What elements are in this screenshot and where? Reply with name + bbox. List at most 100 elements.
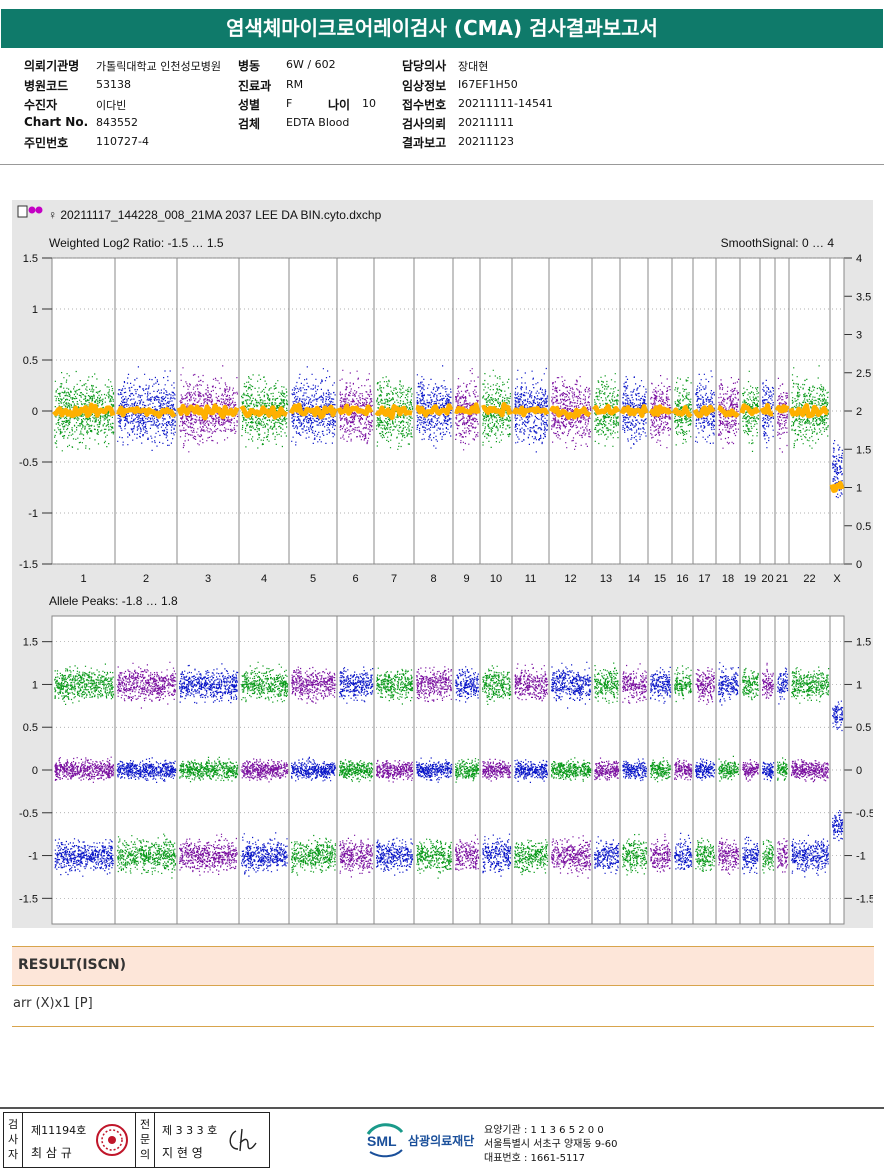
- ward-value: 6W / 602: [286, 58, 336, 71]
- x-tick-label-X: X: [833, 573, 841, 585]
- y-tick-label: 1.5: [23, 253, 38, 265]
- receipt-label: 접수번호: [402, 98, 447, 112]
- chromosome-13-band-1: [594, 757, 620, 781]
- chromosome-8-band-2: [416, 838, 453, 879]
- allele-peaks-plot: 1.5 1 0.5 0 -0.5 -1 -1.5 1.5 1 0.5 0 -0.5 -1 -1.5: [19, 615, 873, 925]
- chromosome-2-log2: [115, 366, 177, 451]
- chromosome-9-band-0: [455, 666, 479, 703]
- y2-tick-label: -1: [856, 851, 866, 863]
- log2-ratio-plot: 1.510.50-0.5-1-1.543.532.521.510.501 2 3 4 5…: [19, 253, 871, 585]
- chromosome-12-alleles: [551, 661, 592, 879]
- chromosome-13-log2: [592, 373, 621, 447]
- y2-tick-label: 2.5: [856, 368, 871, 380]
- chromosome-20-band-2: [762, 839, 775, 874]
- doctor-value: 장대현: [458, 60, 489, 73]
- chromosome-1-alleles: [54, 663, 115, 877]
- chromosome-3-alleles: [179, 663, 239, 876]
- chromosome-21-smooth: [774, 404, 790, 414]
- y2-tick-label: 3.5: [856, 291, 871, 303]
- patient-value: 이다빈: [96, 99, 127, 112]
- footer-divider: [0, 1107, 884, 1109]
- x-tick-label-22: 22: [803, 573, 815, 585]
- chromosome-15-band-1: [650, 757, 672, 783]
- sex-value: F: [286, 97, 293, 110]
- sign2-role: 전문의: [140, 1118, 151, 1161]
- x-tick-label-16: 16: [676, 573, 688, 585]
- chromosome-16-band-2: [674, 832, 693, 870]
- result-heading: RESULT(ISCN): [18, 957, 127, 973]
- chromosome-10-alleles: [482, 665, 512, 877]
- file-icon: [17, 205, 43, 218]
- chromosome-20-log2: [759, 379, 774, 449]
- chromosome-22-log2: [788, 365, 829, 449]
- report-date-label: 결과보고: [402, 136, 447, 150]
- chromosome-15-band-0: [650, 666, 672, 704]
- chromosome-3-band-1: [179, 756, 239, 783]
- chromosome-6-band-2: [339, 834, 374, 878]
- y2-tick-label: 1: [856, 679, 862, 691]
- chromosome-3-smooth: [176, 403, 240, 421]
- chromosome-7-band-2: [376, 837, 414, 876]
- chromosome-7-log2: [374, 376, 414, 450]
- y-tick-label: -0.5: [19, 457, 38, 469]
- x-tick-label-1: 1: [80, 573, 86, 585]
- allele-peaks-title: Allele Peaks: -1.8 … 1.8: [49, 594, 178, 608]
- chromosome-8-alleles: [416, 666, 453, 879]
- x-tick-label-4: 4: [261, 573, 267, 585]
- chromosome-17-band-1: [695, 758, 716, 781]
- chromosome-8-smooth: [415, 403, 454, 418]
- chromosome-10-log2: [481, 369, 513, 448]
- chromosome-1-smooth: [52, 402, 116, 419]
- chromosome-5-log2: [288, 366, 338, 446]
- chromosome-13-alleles: [594, 662, 620, 875]
- clinical-label: 임상정보: [402, 79, 447, 93]
- hospital-code-value: 53138: [96, 78, 131, 91]
- chromosome-4-band-0: [241, 661, 289, 703]
- chromosome-18-alleles: [718, 662, 739, 875]
- chromosome-7-alleles: [376, 667, 414, 876]
- chromosome-X-smooth: [829, 480, 845, 493]
- report-date-value: 20211123: [458, 135, 514, 148]
- chromosome-20-band-0: [762, 662, 774, 699]
- x-tick-label-20: 20: [761, 573, 773, 585]
- chart-value: 843552: [96, 116, 138, 129]
- chromosome-9-alleles: [455, 666, 480, 871]
- seal-stamp: [96, 1124, 128, 1156]
- chromosome-22-band-0: [791, 666, 830, 704]
- dept-value: RM: [286, 78, 304, 91]
- chromosome-18-band-2: [718, 837, 739, 875]
- chromosome-21-band-2: [777, 838, 789, 873]
- chart-label: Chart No.: [24, 115, 89, 129]
- chromosome-2-band-2: [117, 833, 177, 879]
- chromosome-9-log2: [454, 368, 481, 451]
- chromosome-6-band-0: [339, 666, 374, 704]
- chromosome-9-band-2: [455, 834, 480, 871]
- result-header: RESULT(ISCN): [12, 946, 874, 986]
- sml-logo-text: SML: [367, 1133, 397, 1149]
- sign1-role: 검사자: [8, 1118, 19, 1161]
- org-phone: 대표번호 : 1661-5117: [484, 1153, 586, 1164]
- chromosome-2-alleles: [117, 661, 177, 879]
- chromosome-16-smooth: [671, 405, 693, 418]
- chromosome-13-band-0: [594, 662, 620, 704]
- y2-tick-label: 3: [856, 330, 862, 342]
- chromosome-12-log2: [548, 376, 592, 450]
- x-tick-label-6: 6: [352, 573, 358, 585]
- chromosome-18-log2: [717, 377, 740, 449]
- chromosome-10-band-1: [482, 758, 512, 782]
- chromosome-16-band-0: [674, 665, 692, 703]
- y-tick-label: -1.5: [19, 559, 38, 571]
- chromosome-21-band-0: [777, 667, 789, 705]
- y2-tick-label: 1.5: [856, 637, 871, 649]
- chromosome-15-log2: [648, 375, 673, 449]
- x-tick-label-7: 7: [391, 573, 397, 585]
- chromosome-19-band-2: [742, 836, 760, 875]
- chromosome-6-log2: [336, 369, 374, 445]
- chromosome-19-log2: [739, 370, 761, 452]
- sign1-number: 제11194호: [31, 1124, 87, 1137]
- chromosome-17-log2: [692, 370, 716, 444]
- chromosome-14-alleles: [622, 663, 648, 876]
- chromosome-7-band-1: [376, 759, 413, 783]
- cma-genome-plot: ♀ 20211117_144228_008_21MA 2037 LEE DA B…: [17, 205, 873, 925]
- y2-tick-label: 0.5: [856, 521, 871, 533]
